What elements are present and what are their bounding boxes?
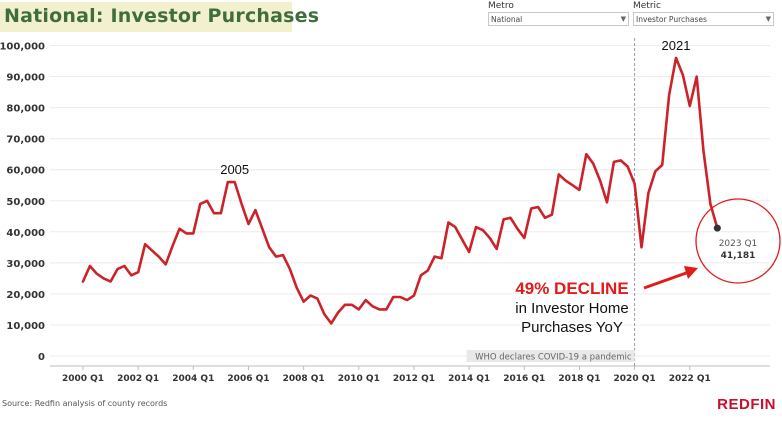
x-tick-label: 2020 Q1: [614, 374, 656, 384]
metro-select[interactable]: National ▼: [488, 12, 629, 26]
y-tick-label: 0: [38, 352, 45, 363]
x-tick-label: 2004 Q1: [172, 374, 214, 384]
decline-subtext-line1: in Investor Home: [515, 300, 628, 317]
x-tick-label: 2022 Q1: [669, 374, 711, 384]
chevron-down-icon: ▼: [765, 15, 771, 23]
y-tick-label: 20,000: [6, 290, 45, 301]
series-line: [81, 56, 719, 325]
redfin-logo: REDFIN: [717, 396, 776, 413]
x-tick-label: 2000 Q1: [62, 374, 104, 384]
metro-select-value: National: [491, 15, 523, 24]
metric-filter: Metric Investor Purchases ▼: [633, 0, 774, 26]
decline-headline: 49% DECLINE: [515, 279, 628, 298]
x-tick-label: 2014 Q1: [448, 374, 490, 384]
last-data-point: [713, 224, 721, 232]
y-tick-label: 100,000: [0, 42, 45, 53]
y-tick-label: 40,000: [6, 228, 45, 239]
x-tick-label: 2010 Q1: [338, 374, 380, 384]
y-tick-label: 30,000: [6, 259, 45, 270]
y-tick-label: 60,000: [6, 166, 45, 177]
y-tick-label: 10,000: [6, 321, 45, 332]
highlight-circle: [695, 198, 781, 284]
metric-filter-label: Metric: [633, 1, 661, 11]
x-tick-label: 2016 Q1: [503, 374, 545, 384]
pandemic-label: WHO declares COVID-19 a pandemic: [475, 353, 632, 363]
x-tick-label: 2012 Q1: [393, 374, 435, 384]
last-period-label: 2023 Q1: [719, 239, 758, 249]
chevron-down-icon: ▼: [620, 15, 626, 23]
decline-arrow-shaft: [643, 270, 690, 290]
pandemic-label-bg: [466, 350, 635, 362]
y-tick-label: 70,000: [6, 135, 45, 146]
last-value-label: 41,181: [721, 251, 756, 261]
y-tick-label: 50,000: [6, 197, 45, 208]
metro-filter-label: Metro: [488, 1, 514, 11]
metric-select-value: Investor Purchases: [636, 15, 707, 24]
y-tick-label: 80,000: [6, 104, 45, 115]
peak-2021-label: 2021: [662, 38, 691, 53]
page-title: National: Investor Purchases: [4, 5, 320, 27]
peak-2005-label: 2005: [220, 162, 249, 177]
metro-filter: Metro National ▼: [488, 0, 629, 26]
x-tick-label: 2018 Q1: [558, 374, 600, 384]
source-note: Source: Redfin analysis of county record…: [2, 399, 168, 408]
y-tick-label: 90,000: [6, 73, 45, 84]
title-banner: National: Investor Purchases: [0, 2, 319, 32]
x-tick-label: 2002 Q1: [117, 374, 159, 384]
decline-subtext-line2: Purchases YoY: [521, 319, 623, 336]
metric-select[interactable]: Investor Purchases ▼: [633, 12, 774, 26]
decline-arrow-head: [684, 266, 698, 279]
x-tick-label: 2008 Q1: [283, 374, 325, 384]
x-tick-label: 2006 Q1: [227, 374, 269, 384]
